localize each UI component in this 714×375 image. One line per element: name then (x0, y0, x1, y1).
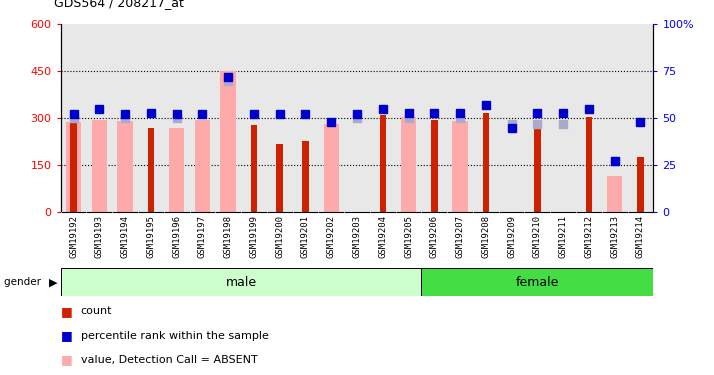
Text: GSM19204: GSM19204 (378, 214, 387, 258)
Bar (302, 141, 308, 212)
Bar (431, 120, 438, 212)
Text: GSM19207: GSM19207 (456, 214, 465, 258)
Text: female: female (516, 276, 559, 289)
Bar (585, 117, 592, 212)
Text: GSM19206: GSM19206 (430, 214, 439, 258)
Bar (66, 122, 81, 212)
Text: GSM19210: GSM19210 (533, 214, 542, 258)
Bar (91, 120, 107, 212)
Bar (117, 121, 133, 212)
Bar (276, 144, 283, 212)
Text: gender: gender (4, 277, 44, 287)
Text: GSM19211: GSM19211 (558, 214, 568, 258)
Bar (221, 71, 236, 212)
Text: GSM19198: GSM19198 (223, 214, 233, 258)
Bar (534, 124, 540, 212)
Bar (421, 268, 653, 296)
Text: ■: ■ (61, 329, 72, 342)
Text: GSM19202: GSM19202 (327, 214, 336, 258)
Text: GSM19201: GSM19201 (301, 214, 310, 258)
Bar (169, 128, 184, 212)
Text: GSM19197: GSM19197 (198, 214, 207, 258)
Bar (61, 268, 421, 296)
Bar (401, 117, 416, 212)
Bar (323, 124, 339, 212)
Bar (148, 128, 154, 212)
Bar (251, 125, 257, 212)
Text: GSM19208: GSM19208 (481, 214, 491, 258)
Text: GSM19203: GSM19203 (353, 214, 361, 258)
Text: ■: ■ (61, 305, 72, 318)
Text: percentile rank within the sample: percentile rank within the sample (81, 331, 268, 340)
Text: value, Detection Call = ABSENT: value, Detection Call = ABSENT (81, 355, 258, 365)
Text: GDS564 / 208217_at: GDS564 / 208217_at (54, 0, 183, 9)
Text: count: count (81, 306, 112, 316)
Bar (637, 157, 643, 212)
Text: ■: ■ (61, 354, 72, 366)
Text: GSM19194: GSM19194 (121, 214, 130, 258)
Text: GSM19195: GSM19195 (146, 214, 156, 258)
Text: GSM19212: GSM19212 (584, 214, 593, 258)
Bar (483, 112, 489, 212)
Bar (71, 119, 77, 212)
Bar (195, 120, 210, 212)
Text: male: male (226, 276, 256, 289)
Text: GSM19200: GSM19200 (275, 214, 284, 258)
Text: GSM19209: GSM19209 (507, 214, 516, 258)
Text: ▶: ▶ (49, 277, 57, 287)
Bar (607, 176, 623, 212)
Text: GSM19196: GSM19196 (172, 214, 181, 258)
Text: GSM19199: GSM19199 (249, 214, 258, 258)
Text: GSM19205: GSM19205 (404, 214, 413, 258)
Bar (453, 121, 468, 212)
Text: GSM19214: GSM19214 (636, 214, 645, 258)
Bar (380, 115, 386, 212)
Text: GSM19192: GSM19192 (69, 214, 78, 258)
Text: GSM19213: GSM19213 (610, 214, 619, 258)
Text: GSM19193: GSM19193 (95, 214, 104, 258)
